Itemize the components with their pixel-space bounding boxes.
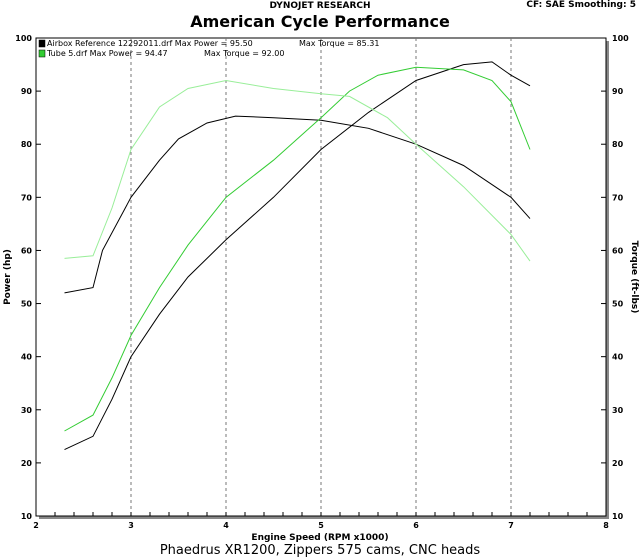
y2-tick-label: 10	[612, 512, 624, 521]
x-tick-label: 3	[128, 521, 134, 530]
y-axis-label: Power (hp)	[3, 249, 13, 305]
series-line-tube-5-power	[64, 66, 531, 432]
plot-area	[35, 37, 607, 517]
y-tick-label: 60	[21, 246, 33, 255]
y2-tick-label: 60	[612, 246, 624, 255]
y2-axis-label: Torque (ft-lbs)	[629, 241, 639, 314]
x-tick-label: 5	[318, 521, 324, 530]
series-line-airbox-power	[64, 61, 531, 451]
y-tick-label: 50	[21, 300, 33, 309]
legend-torque: Max Torque = 92.00	[204, 49, 284, 58]
y2-tick-label: 100	[612, 34, 629, 43]
y-tick-label: 80	[21, 140, 33, 149]
y-tick-label: 90	[21, 87, 33, 96]
y2-tick-label: 70	[612, 193, 624, 202]
y-tick-label: 30	[21, 406, 33, 415]
y-tick-label: 40	[21, 353, 33, 362]
brand-label: DYNOJET RESEARCH	[269, 1, 371, 11]
chart-title: American Cycle Performance	[190, 12, 450, 31]
y2-tick-label: 40	[612, 353, 624, 362]
x-tick-label: 6	[413, 521, 419, 530]
legend-swatch	[38, 39, 46, 48]
legend-torque: Max Torque = 85.31	[299, 39, 379, 48]
y2-tick-label: 90	[612, 87, 624, 96]
series-line-airbox-torque	[64, 115, 531, 294]
y-tick-label: 20	[21, 459, 33, 468]
x-tick-label: 4	[223, 521, 229, 530]
y-tick-label: 10	[21, 512, 33, 521]
legend-swatch	[38, 49, 46, 58]
x-axis-label: Engine Speed (RPM x1000)	[251, 533, 388, 543]
x-tick-label: 8	[603, 521, 609, 530]
x-tick-label: 7	[508, 521, 514, 530]
y2-tick-label: 20	[612, 459, 624, 468]
x-tick-label: 2	[33, 521, 39, 530]
y2-tick-label: 30	[612, 406, 624, 415]
chart-caption: Phaedrus XR1200, Zippers 575 cams, CNC h…	[159, 543, 481, 558]
legend-label: Airbox Reference 12292011.drf Max Power …	[47, 39, 253, 48]
y2-tick-label: 80	[612, 140, 624, 149]
series-line-tube-5-torque	[64, 79, 531, 262]
settings-label: CF: SAE Smoothing: 5	[526, 0, 636, 10]
y-tick-label: 70	[21, 193, 33, 202]
legend-label: Tube 5.drf Max Power = 94.47	[46, 49, 168, 58]
y-tick-label: 100	[15, 34, 32, 43]
y2-tick-label: 50	[612, 300, 624, 309]
